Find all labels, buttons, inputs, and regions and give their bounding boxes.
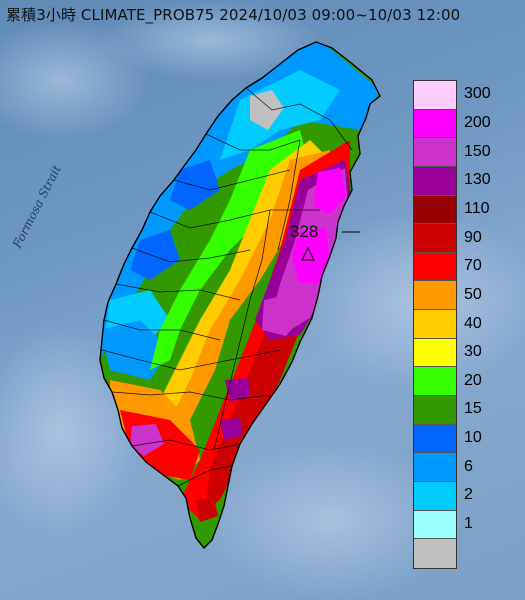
legend-swatch xyxy=(414,453,456,482)
legend-label: 150 xyxy=(464,142,491,160)
legend-swatch xyxy=(414,138,456,167)
legend-swatch xyxy=(414,510,456,540)
legend-swatch xyxy=(414,81,456,110)
map-title: 累積3小時 CLIMATE_PROB75 2024/10/03 09:00~10… xyxy=(6,6,461,24)
legend-label: 6 xyxy=(464,457,473,475)
legend-label: 15 xyxy=(464,400,482,418)
legend-swatch xyxy=(414,424,456,454)
legend-swatch xyxy=(414,367,456,397)
legend-label: 30 xyxy=(464,343,482,361)
triangle-marker-icon xyxy=(301,246,315,261)
legend-swatch xyxy=(414,281,456,311)
legend-swatch xyxy=(414,396,456,425)
legend-label: 2 xyxy=(464,486,473,504)
legend-label: 110 xyxy=(464,199,490,217)
legend-swatch xyxy=(414,166,456,196)
legend-swatch xyxy=(414,224,456,253)
legend-label: 70 xyxy=(464,257,482,275)
legend-label: 200 xyxy=(464,113,491,131)
legend-label: 50 xyxy=(464,285,482,303)
legend-swatch xyxy=(414,195,456,225)
legend-label: 10 xyxy=(464,429,482,447)
peak-value-label: 328 xyxy=(290,222,319,241)
legend-swatch xyxy=(414,481,456,511)
legend-swatch xyxy=(414,539,456,568)
legend-label: 20 xyxy=(464,371,482,389)
legend-label: 1 xyxy=(464,515,473,533)
legend-swatch xyxy=(414,109,456,139)
legend-label: 130 xyxy=(464,171,491,189)
legend-swatch xyxy=(414,252,456,282)
color-legend xyxy=(413,80,457,569)
legend-label: 40 xyxy=(464,314,482,332)
legend-swatch xyxy=(414,310,456,339)
legend-label: 300 xyxy=(464,85,491,103)
legend-label: 90 xyxy=(464,228,482,246)
legend-swatch xyxy=(414,338,456,368)
